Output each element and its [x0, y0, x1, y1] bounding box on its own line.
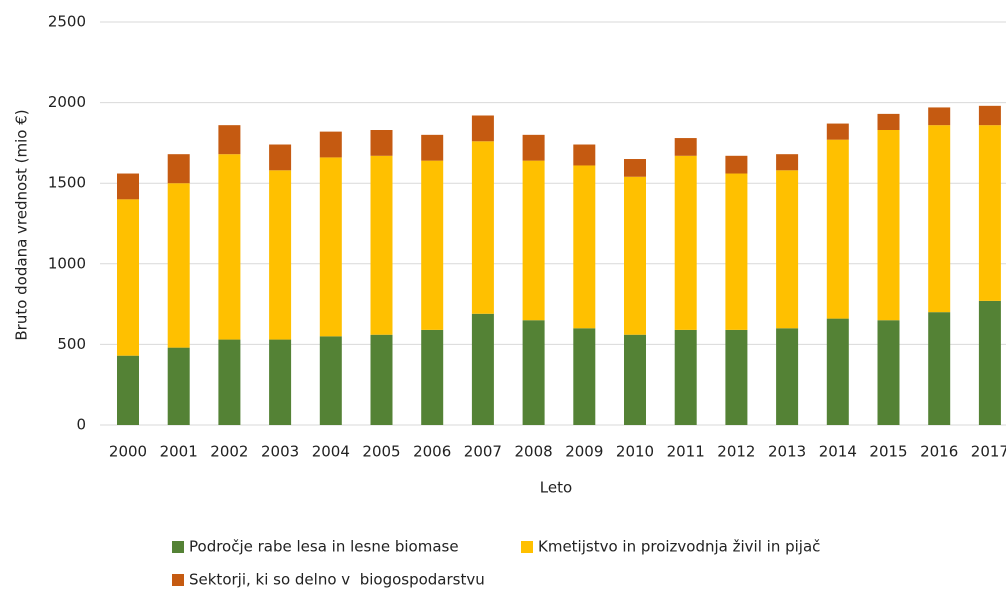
bar-segment [269, 170, 292, 340]
bar-segment [117, 173, 139, 200]
y-tick-label: 1000 [48, 254, 86, 272]
bar-segment [978, 105, 1001, 126]
bar-segment [167, 154, 190, 184]
bar-segment [218, 339, 241, 425]
bar-segment [319, 157, 342, 337]
x-tick-label: 2009 [565, 443, 603, 461]
bar-segment [776, 328, 799, 425]
bar-segment [319, 336, 342, 425]
bar-segment [674, 138, 697, 156]
legend-swatch [521, 541, 533, 553]
bar-segment [421, 160, 444, 330]
bar-segment [573, 165, 596, 329]
x-tick-label: 2005 [362, 443, 400, 461]
y-tick-label: 500 [57, 335, 86, 353]
bar-segment [269, 339, 292, 425]
bar-segment [776, 154, 799, 171]
x-tick-label: 2017 [971, 443, 1006, 461]
legend-label: Sektorji, ki so delno v biogospodarstvu [189, 571, 485, 589]
bar-segment [522, 320, 545, 425]
bar-segment [826, 318, 849, 425]
bar-segment [269, 144, 292, 171]
x-tick-label: 2000 [109, 443, 147, 461]
x-tick-label: 2001 [160, 443, 198, 461]
legend-swatch [172, 574, 184, 586]
legend-swatch [172, 541, 184, 553]
bar-segment [167, 183, 190, 348]
bar-segment [522, 160, 545, 321]
bar-segment [421, 134, 444, 161]
bar-segment [522, 134, 545, 161]
y-tick-label: 0 [76, 416, 86, 434]
x-axis-label: Leto [540, 479, 572, 497]
x-tick-label: 2003 [261, 443, 299, 461]
bar-segment [928, 312, 951, 425]
bar-segment [826, 123, 849, 140]
bar-segment [877, 130, 900, 321]
bar-segment [624, 159, 646, 177]
y-tick-label: 2500 [48, 13, 86, 31]
bar-segment [370, 155, 393, 335]
bar-segment [978, 125, 1001, 301]
bar-segment [725, 155, 748, 174]
x-tick-label: 2012 [717, 443, 755, 461]
bar-segment [725, 173, 748, 330]
bar-segment [776, 170, 799, 329]
y-tick-label: 2000 [48, 93, 86, 111]
bar-segment [826, 139, 849, 319]
bar-segment [877, 113, 900, 131]
x-tick-label: 2006 [413, 443, 451, 461]
bar-segment [471, 313, 494, 425]
bar-segment [928, 107, 951, 126]
x-tick-label: 2007 [464, 443, 502, 461]
bar-segment [674, 329, 697, 425]
bar-segment [725, 329, 748, 425]
bar-segment [370, 130, 393, 156]
bar-segment [218, 125, 241, 155]
bar-segment [978, 300, 1001, 425]
bar-segment [370, 334, 393, 425]
x-tick-label: 2002 [210, 443, 248, 461]
x-tick-label: 2013 [768, 443, 806, 461]
y-tick-label: 1500 [48, 174, 86, 192]
bar-segment [674, 155, 697, 330]
bar-segment [421, 329, 444, 425]
bar-segment [167, 347, 190, 425]
x-tick-label: 2015 [869, 443, 907, 461]
x-tick-label: 2004 [312, 443, 350, 461]
bar-segment [573, 328, 596, 425]
legend-label: Kmetijstvo in proizvodnja živil in pijač [538, 538, 820, 556]
x-tick-label: 2014 [819, 443, 857, 461]
x-tick-label: 2008 [515, 443, 553, 461]
x-tick-label: 2016 [920, 443, 958, 461]
bar-segment [319, 131, 342, 158]
bar-segment [624, 334, 646, 425]
bar-segment [624, 176, 646, 335]
bar-segment [928, 125, 951, 313]
bar-segment [218, 154, 241, 340]
bar-segment [573, 144, 596, 166]
legend-label: Področje rabe lesa in lesne biomase [189, 538, 459, 556]
bar-segment [117, 355, 139, 425]
bar-segment [471, 141, 494, 314]
y-axis-label: Bruto dodana vrednost (mio €) [13, 109, 31, 340]
x-tick-label: 2010 [616, 443, 654, 461]
bar-segment [471, 115, 494, 142]
bar-segment [117, 199, 139, 356]
bar-segment [877, 320, 900, 425]
x-tick-label: 2011 [667, 443, 705, 461]
